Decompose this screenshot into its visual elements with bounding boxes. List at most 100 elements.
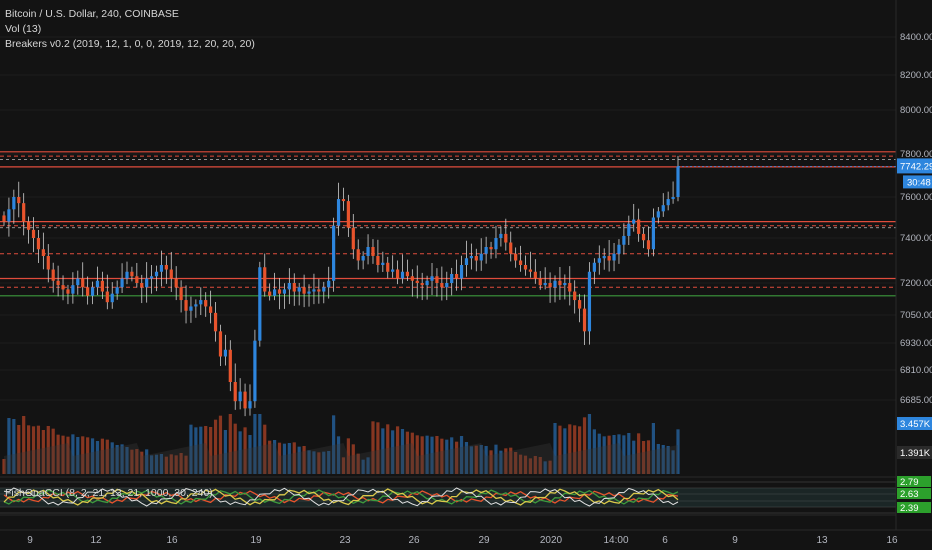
candle-body: [563, 283, 567, 286]
volume-bar: [533, 456, 537, 474]
osc-band: [0, 488, 896, 507]
time-tick-label: 29: [478, 535, 490, 546]
volume-bar: [159, 454, 164, 474]
price-tick-label: 7600.00: [900, 192, 932, 203]
candle-body: [145, 278, 149, 288]
oscillator-legend[interactable]: FishOnaCCI (8, 2, 21, 13, 21, 1000, 30, …: [5, 487, 213, 499]
volume-bar: [189, 424, 193, 474]
volume-bar: [455, 441, 459, 474]
candle-body: [666, 199, 670, 206]
candle-body: [568, 283, 572, 292]
candle-body: [213, 312, 218, 332]
volume-bar: [76, 437, 80, 474]
volume-bar: [676, 429, 680, 474]
volume-bar: [641, 441, 646, 474]
candle-body: [509, 242, 513, 254]
volume-bar: [322, 451, 326, 474]
candle-body: [312, 289, 316, 292]
candle-body: [361, 256, 365, 261]
candle-body: [272, 289, 277, 296]
candle-body: [405, 271, 410, 277]
volume-bar: [558, 425, 562, 474]
price-tick-label: 7400.00: [900, 233, 932, 244]
osc-line: [3, 490, 679, 504]
candle-body: [587, 271, 592, 332]
volume-bar: [287, 443, 291, 474]
candle-body: [125, 271, 129, 279]
volume-legend[interactable]: Vol (13): [5, 23, 42, 35]
volume-bar: [651, 423, 656, 474]
breakers-legend[interactable]: Breakers v0.2 (2019, 12, 1, 0, 0, 2019, …: [5, 38, 255, 50]
volume-bar: [381, 428, 385, 474]
candle-body: [253, 340, 257, 402]
candle-body: [81, 278, 85, 288]
candle-body: [258, 267, 262, 341]
osc-tick-badge: [897, 476, 931, 487]
volume-bar: [597, 433, 601, 474]
candle-body: [287, 283, 291, 290]
volume-bar: [627, 433, 631, 474]
volume-bar: [553, 423, 557, 474]
volume-bar: [26, 425, 31, 474]
volume-bar: [356, 453, 360, 474]
candle-body: [140, 283, 144, 288]
osc-tick-label: 2.79: [900, 477, 919, 488]
osc-tick-badge: [897, 488, 931, 499]
candle-body: [514, 253, 518, 261]
grid: [0, 36, 896, 401]
candle-body: [149, 276, 154, 279]
candle-body: [233, 382, 237, 402]
volume-bar: [351, 444, 355, 474]
time-tick-label: 26: [408, 535, 420, 546]
candle-body: [159, 265, 164, 272]
volume-bar: [145, 449, 149, 474]
candle-body: [464, 258, 469, 265]
volume-bar: [430, 436, 434, 474]
price-tick-label: 7050.00: [900, 310, 932, 321]
candle-body: [248, 401, 252, 409]
volume-bar: [12, 419, 16, 474]
osc-line: [3, 487, 679, 507]
volume-bar: [607, 435, 611, 474]
candle-body: [622, 235, 626, 245]
volume-bar: [489, 450, 493, 474]
volume-bar: [425, 435, 429, 474]
volume-bar: [31, 426, 36, 474]
volume-bar: [415, 435, 419, 474]
volume-bar: [164, 456, 168, 474]
candle-body: [218, 331, 223, 357]
candle-body: [95, 280, 100, 288]
price-tick-label: 8200.00: [900, 70, 932, 81]
volume-bar: [336, 436, 341, 474]
volume-bar: [582, 417, 587, 474]
candle-body: [297, 287, 301, 292]
volume-bar: [263, 424, 267, 474]
candle-body: [184, 300, 188, 311]
time-tick-label: 16: [886, 535, 898, 546]
volume-bar: [174, 455, 178, 474]
symbol-legend[interactable]: Bitcoin / U.S. Dollar, 240, COINBASE: [5, 8, 179, 20]
volume-bar: [307, 450, 311, 474]
volume-bar: [125, 447, 129, 474]
candle-body: [110, 293, 114, 303]
volume-bar: [528, 458, 533, 474]
candle-body: [381, 262, 385, 265]
volume-low-text: 1.391K: [900, 448, 931, 459]
candle-body: [400, 271, 405, 279]
osc-line: [3, 489, 679, 505]
candle-body: [578, 300, 582, 309]
price-axis[interactable]: 8400.00 8200.00 8000.00 7800.00 7600.00 7400.…: [895, 0, 932, 530]
volume-bar: [169, 454, 173, 474]
candle-body: [169, 269, 173, 279]
candle-body: [558, 280, 562, 286]
volume-bar: [499, 450, 503, 474]
time-tick-label: 23: [339, 535, 351, 546]
price-tick-label: 8400.00: [900, 32, 932, 43]
time-axis[interactable]: 9 12 16 19 23 26 29 2020 14:00 6 9 13 16: [0, 529, 932, 546]
volume-bar: [445, 439, 449, 474]
volume-bar: [376, 422, 380, 474]
candle-body: [528, 269, 533, 272]
candle-body: [469, 256, 473, 259]
candle-body: [518, 260, 523, 265]
